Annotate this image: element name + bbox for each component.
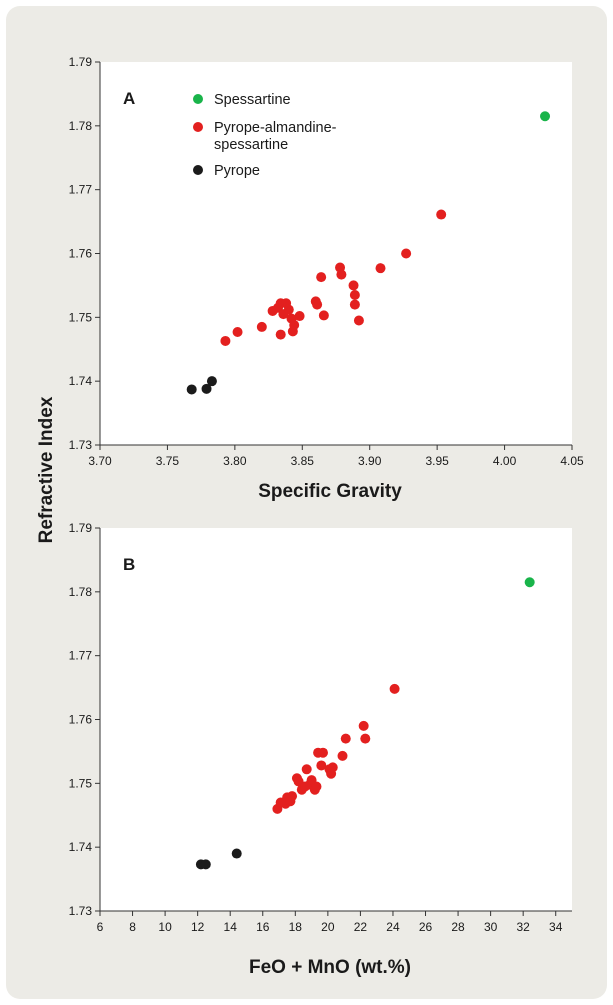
data-point-pyrope-almandine-spessartine — [316, 760, 327, 771]
x-tick-label: 16 — [256, 920, 270, 934]
x-tick-label: 18 — [289, 920, 303, 934]
data-point-pyrope-almandine-spessartine — [360, 733, 371, 744]
data-point-pyrope — [200, 859, 211, 870]
data-point-pyrope-almandine-spessartine — [358, 720, 369, 731]
data-point-pyrope-almandine-spessartine — [327, 762, 338, 773]
x-tick-label: 4.00 — [493, 454, 517, 468]
y-tick-label: 1.78 — [69, 585, 93, 599]
legend-marker — [193, 122, 203, 132]
x-tick-label: 10 — [158, 920, 172, 934]
x-tick-label: 28 — [451, 920, 465, 934]
y-tick-label: 1.78 — [69, 119, 93, 133]
x-tick-label: 34 — [549, 920, 563, 934]
x-tick-label: 24 — [386, 920, 400, 934]
y-tick-label: 1.75 — [69, 310, 93, 324]
x-tick-label: 4.05 — [560, 454, 584, 468]
x-tick-label: 22 — [354, 920, 368, 934]
legend-marker — [193, 94, 203, 104]
data-point-pyrope-almandine-spessartine — [283, 304, 294, 315]
x-tick-label: 14 — [224, 920, 238, 934]
x-tick-label: 3.70 — [88, 454, 112, 468]
data-point-pyrope-almandine-spessartine — [375, 263, 386, 274]
x-tick-label: 30 — [484, 920, 498, 934]
legend-marker — [193, 165, 203, 175]
data-point-pyrope-almandine-spessartine — [287, 791, 298, 802]
legend-label: spessartine — [214, 137, 288, 153]
data-point-pyrope-almandine-spessartine — [317, 747, 328, 758]
data-point-pyrope-almandine-spessartine — [256, 321, 267, 332]
data-point-pyrope-almandine-spessartine — [389, 683, 400, 694]
legend-label: Spessartine — [214, 92, 291, 108]
y-tick-label: 1.73 — [69, 904, 93, 918]
panel-label: B — [123, 555, 135, 574]
figure-background: 1.73 1.74 1.75 1.76 1.77 1.78 1.79 3.70 3.75 3.80… — [6, 6, 607, 999]
data-point-pyrope-almandine-spessartine — [301, 764, 312, 775]
x-tick-label: 26 — [419, 920, 433, 934]
data-point-pyrope-almandine-spessartine — [316, 272, 327, 283]
x-axis-title: Specific Gravity — [258, 481, 402, 502]
y-tick-label: 1.75 — [69, 776, 93, 790]
y-tick-label: 1.73 — [69, 438, 93, 452]
data-point-pyrope — [186, 384, 197, 395]
data-point-pyrope-almandine-spessartine — [401, 248, 412, 259]
legend-label: Pyrope — [214, 163, 260, 179]
data-point-pyrope — [231, 848, 242, 859]
chart-canvas: 1.73 1.74 1.75 1.76 1.77 1.78 1.79 3.70 3.75 3.80… — [36, 55, 584, 978]
x-tick-label: 6 — [97, 920, 104, 934]
x-tick-label: 8 — [129, 920, 136, 934]
y-tick-label: 1.74 — [69, 840, 93, 854]
y-tick-label: 1.76 — [69, 247, 93, 261]
data-point-pyrope-almandine-spessartine — [289, 319, 300, 330]
data-point-pyrope-almandine-spessartine — [348, 280, 359, 291]
legend-label: Pyrope-almandine- — [214, 120, 337, 136]
y-tick-label: 1.76 — [69, 713, 93, 727]
x-axis-title: FeO + MnO (wt.%) — [249, 957, 411, 978]
data-point-pyrope-almandine-spessartine — [220, 335, 231, 346]
x-tick-label: 3.80 — [223, 454, 247, 468]
data-point-pyrope-almandine-spessartine — [336, 269, 347, 280]
data-point-pyrope-almandine-spessartine — [311, 781, 322, 792]
y-tick-label: 1.79 — [69, 55, 93, 69]
data-point-pyrope-almandine-spessartine — [318, 310, 329, 321]
data-point-pyrope-almandine-spessartine — [337, 750, 348, 761]
y-tick-label: 1.74 — [69, 374, 93, 388]
y-tick-label: 1.79 — [69, 521, 93, 535]
data-point-pyrope-almandine-spessartine — [349, 289, 360, 300]
data-point-pyrope-almandine-spessartine — [232, 327, 243, 338]
data-point-pyrope-almandine-spessartine — [353, 315, 364, 326]
x-tick-label: 3.90 — [358, 454, 382, 468]
data-point-pyrope-almandine-spessartine — [349, 299, 360, 310]
data-point-pyrope-almandine-spessartine — [294, 311, 305, 322]
plot-area — [100, 62, 572, 445]
data-point-pyrope-almandine-spessartine — [312, 299, 323, 310]
x-tick-label: 3.75 — [156, 454, 180, 468]
x-tick-label: 12 — [191, 920, 205, 934]
data-point-spessartine — [540, 111, 551, 122]
x-tick-label: 20 — [321, 920, 335, 934]
x-tick-label: 3.95 — [425, 454, 449, 468]
y-tick-label: 1.77 — [69, 649, 93, 663]
panel-label: A — [123, 89, 135, 108]
data-point-pyrope-almandine-spessartine — [340, 733, 351, 744]
y-tick-label: 1.77 — [69, 183, 93, 197]
y-axis-title: Refractive Index — [36, 396, 57, 543]
data-point-pyrope — [201, 383, 212, 394]
x-tick-label: 3.85 — [291, 454, 315, 468]
plot-area — [100, 528, 572, 911]
data-point-pyrope — [206, 376, 217, 387]
data-point-pyrope-almandine-spessartine — [275, 329, 286, 340]
data-point-pyrope-almandine-spessartine — [436, 209, 447, 220]
data-point-spessartine — [524, 577, 535, 588]
x-tick-label: 32 — [516, 920, 530, 934]
